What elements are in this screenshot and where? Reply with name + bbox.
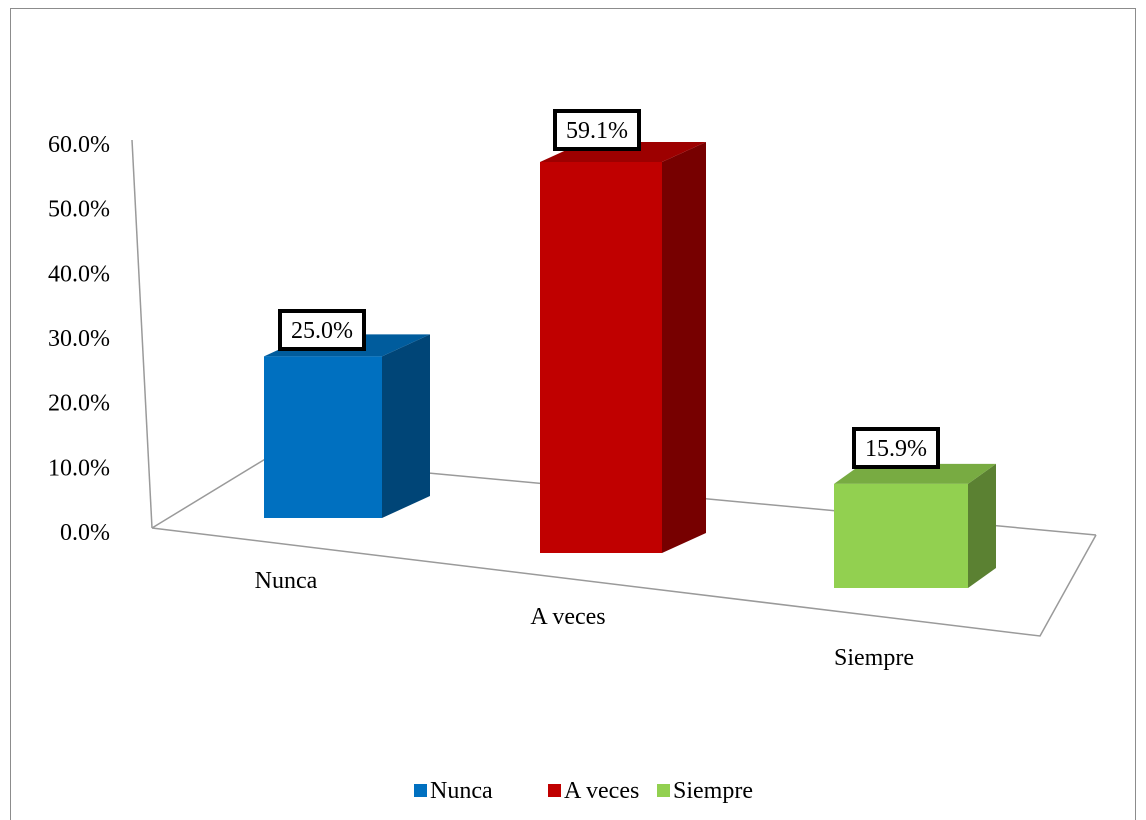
y-tick-label: 0.0% — [60, 520, 110, 546]
data-label: 59.1% — [566, 118, 628, 144]
floor-front-edge — [151, 527, 1097, 637]
bar-side-a-veces — [662, 141, 706, 553]
category-label: A veces — [530, 604, 605, 630]
bar-side-nunca — [382, 334, 430, 518]
bar-a-veces — [540, 161, 662, 553]
legend: Nunca A veces Siempre — [414, 778, 753, 804]
y-tick-label: 20.0% — [48, 391, 110, 417]
y-tick-label: 60.0% — [48, 132, 110, 158]
bar-side-siempre — [968, 463, 996, 588]
legend-swatch — [548, 784, 561, 797]
y-tick-label: 10.0% — [48, 455, 110, 481]
category-label: Nunca — [255, 568, 318, 594]
bar-siempre — [834, 483, 968, 588]
data-label-box — [278, 309, 366, 351]
bars — [264, 141, 996, 588]
y-tick-label: 30.0% — [48, 326, 110, 352]
data-label: 25.0% — [291, 318, 353, 344]
legend-swatch — [657, 784, 670, 797]
data-label: 15.9% — [865, 436, 927, 462]
y-tick-label: 50.0% — [48, 197, 110, 223]
legend-label: Nunca — [430, 778, 493, 804]
legend-label: A veces — [564, 778, 639, 804]
data-labels: 25.0% 59.1% 15.9% — [278, 109, 940, 469]
y-axis-line — [131, 139, 153, 529]
legend-swatch — [414, 784, 427, 797]
x-axis-categories: Nunca A veces Siempre — [255, 568, 914, 671]
data-label-box — [852, 427, 940, 469]
category-label: Siempre — [834, 645, 914, 671]
legend-label: Siempre — [673, 778, 753, 804]
data-label-box — [553, 109, 641, 151]
bar-nunca — [264, 356, 382, 518]
y-axis-ticks: 0.0% 10.0% 20.0% 30.0% 40.0% 50.0% 60.0% — [48, 132, 110, 546]
y-tick-label: 40.0% — [48, 261, 110, 287]
